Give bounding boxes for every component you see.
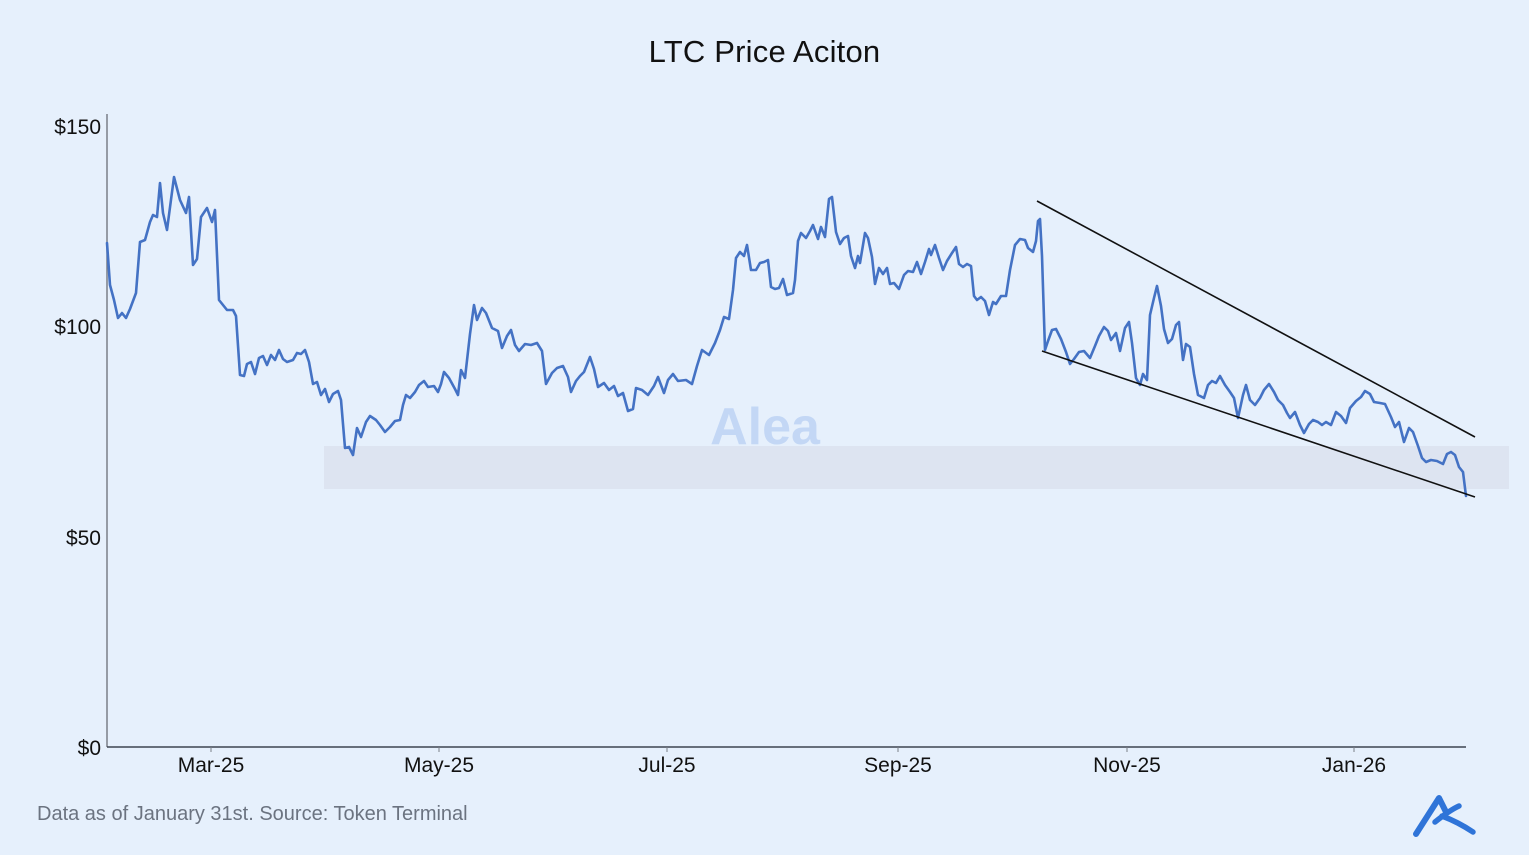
x-axis-ticks: Mar-25 May-25 Jul-25 Sep-25 Nov-25 Jan-26 xyxy=(178,747,1386,777)
y-tick-label: $50 xyxy=(66,527,101,550)
x-tick-label: Jul-25 xyxy=(638,754,695,777)
watermark: Alea xyxy=(710,398,821,456)
x-tick-label: Mar-25 xyxy=(178,754,245,777)
alea-logo-icon xyxy=(1413,795,1476,837)
x-tick-label: May-25 xyxy=(404,754,474,777)
y-axis-labels: $150 $100 $50 $0 xyxy=(54,116,101,760)
x-tick-label: Sep-25 xyxy=(864,754,932,777)
x-tick-label: Jan-26 xyxy=(1322,754,1386,777)
upper-trendline xyxy=(1036,200,1476,438)
price-line xyxy=(105,175,1468,498)
source-footnote: Data as of January 31st. Source: Token T… xyxy=(37,803,468,825)
y-tick-label: $0 xyxy=(78,737,101,760)
support-zone-band xyxy=(324,446,1509,489)
y-tick-label: $150 xyxy=(54,116,101,139)
y-tick-label: $100 xyxy=(54,316,101,339)
x-tick-label: Nov-25 xyxy=(1093,754,1161,777)
lower-trendline xyxy=(1041,350,1476,498)
chart-title: LTC Price Aciton xyxy=(648,34,881,69)
